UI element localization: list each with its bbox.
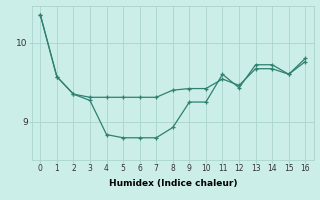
X-axis label: Humidex (Indice chaleur): Humidex (Indice chaleur): [108, 179, 237, 188]
